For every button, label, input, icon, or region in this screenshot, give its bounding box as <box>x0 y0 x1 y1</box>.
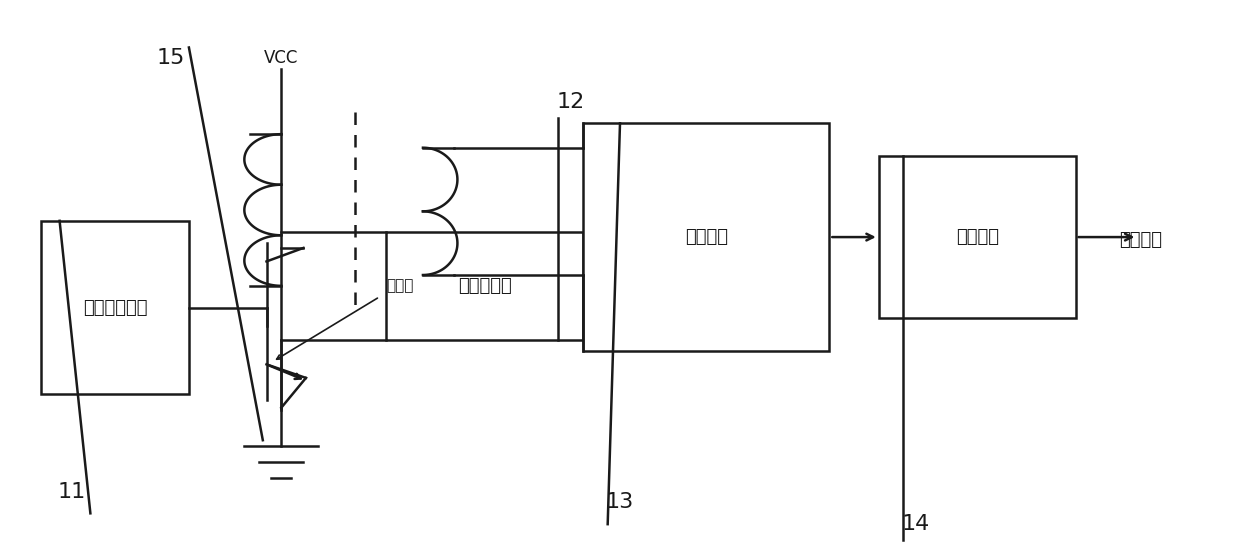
Text: 14: 14 <box>901 514 930 534</box>
Bar <box>583 123 830 351</box>
Text: 13: 13 <box>606 492 634 513</box>
Text: 12: 12 <box>557 92 585 112</box>
Bar <box>386 232 583 340</box>
Text: 倍压整流: 倍压整流 <box>684 228 728 246</box>
Text: 驱动管: 驱动管 <box>386 278 413 293</box>
Text: 15: 15 <box>156 48 185 68</box>
Bar <box>879 156 1076 318</box>
Text: 11: 11 <box>58 482 86 502</box>
Bar <box>41 221 188 394</box>
Text: VCC: VCC <box>264 50 299 67</box>
Text: 升压变压器: 升压变压器 <box>458 277 511 295</box>
Text: 整形滤波: 整形滤波 <box>956 228 998 246</box>
Text: 高压输出: 高压输出 <box>1118 231 1162 249</box>
Text: 多波形发生器: 多波形发生器 <box>83 299 148 316</box>
